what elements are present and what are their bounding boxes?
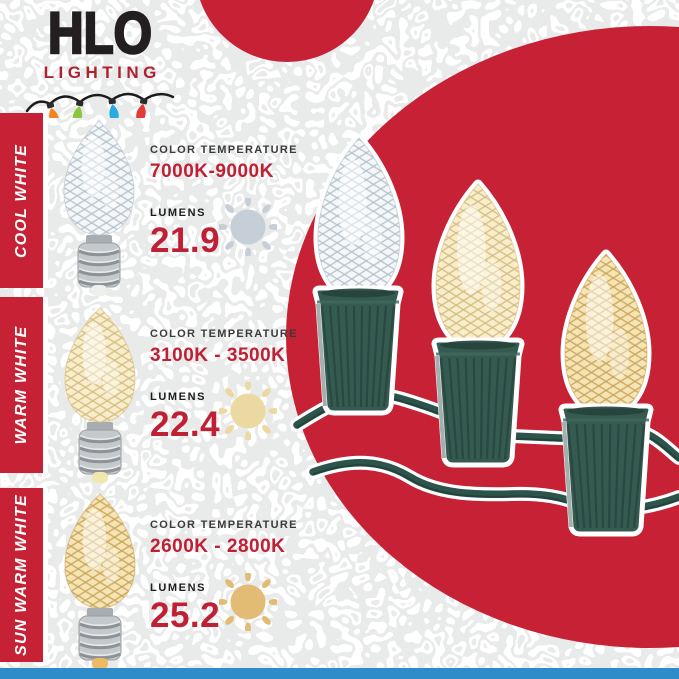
color-temperature-value: 3100K - 3500K <box>150 345 286 366</box>
brand-logo: HLO LIGHTING <box>18 0 182 118</box>
brand-subtitle: LIGHTING <box>43 63 161 82</box>
section-band-label: WARM WHITE <box>12 325 30 445</box>
section-band: WARM WHITE <box>0 297 48 473</box>
lumens-label: LUMENS <box>150 582 207 594</box>
bottom-blue-strip <box>0 668 679 679</box>
sun-icon <box>219 382 277 440</box>
section-sun-warm-white: SUN WARM WHITE COLOR TEMPERATURE 2600K -… <box>0 488 679 662</box>
section-info: COLOR TEMPERATURE 7000K-9000K LUMENS 21.… <box>150 144 298 258</box>
lumens-label: LUMENS <box>150 391 207 403</box>
section-band: COOL WHITE <box>0 113 48 288</box>
color-temperature-label: COLOR TEMPERATURE <box>150 519 298 531</box>
sun-icon <box>219 573 277 631</box>
lumens-label: LUMENS <box>150 207 207 219</box>
christmas-lights-icon <box>25 92 175 118</box>
sun-icon <box>219 198 277 256</box>
lumens-value: 25.2 <box>150 596 221 635</box>
section-band-label: SUN WARM WHITE <box>12 494 30 656</box>
brand-name: HLO <box>47 0 153 66</box>
color-temperature-label: COLOR TEMPERATURE <box>150 144 298 156</box>
section-band: SUN WARM WHITE <box>0 488 48 662</box>
color-temperature-value: 7000K-9000K <box>150 161 274 182</box>
section-cool-white: COOL WHITE COLOR TEMPERATURE 7000K-9000K… <box>0 113 679 288</box>
section-info: COLOR TEMPERATURE 3100K - 3500K LUMENS 2… <box>150 328 298 442</box>
section-info: COLOR TEMPERATURE 2600K - 2800K LUMENS 2… <box>150 519 298 633</box>
color-temperature-value: 2600K - 2800K <box>150 536 286 557</box>
lumens-value: 22.4 <box>150 405 221 444</box>
color-temperature-label: COLOR TEMPERATURE <box>150 328 298 340</box>
lumens-value: 21.9 <box>150 221 221 260</box>
section-warm-white: WARM WHITE COLOR TEMPERATURE 3100K - 350… <box>0 297 679 473</box>
section-band-label: COOL WHITE <box>12 143 30 258</box>
